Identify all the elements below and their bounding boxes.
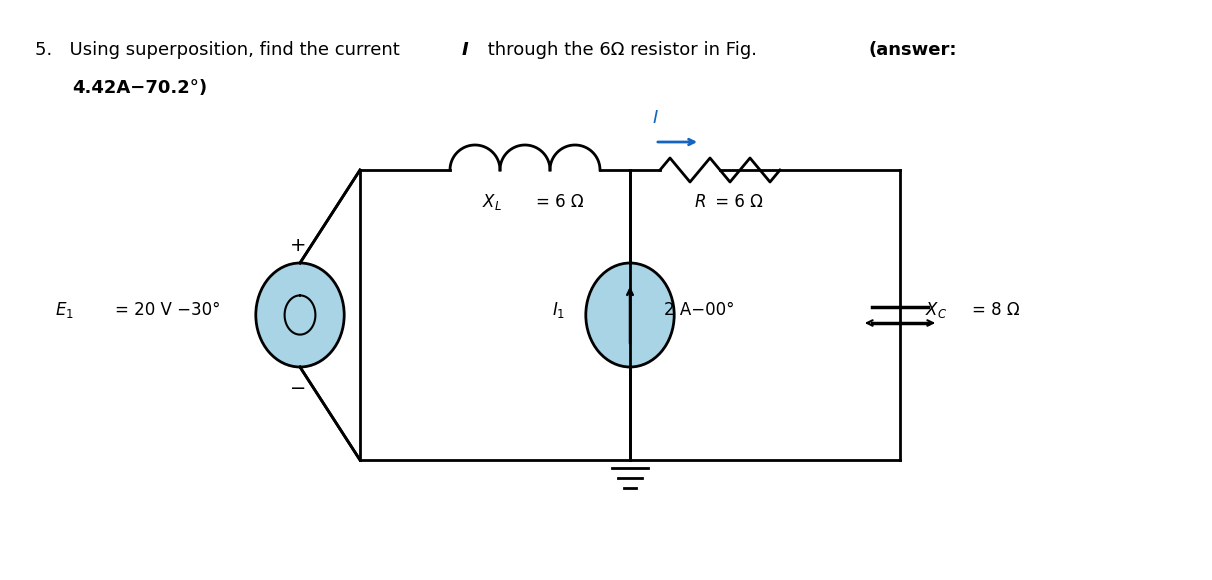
Text: 2 A−00°: 2 A−00° (664, 301, 734, 319)
Text: = 8 Ω: = 8 Ω (972, 301, 1019, 319)
Text: $X_C$: $X_C$ (925, 300, 948, 320)
Text: +: + (290, 236, 307, 255)
Text: through the 6Ω resistor in Fig.: through the 6Ω resistor in Fig. (482, 41, 762, 59)
Text: $I_1$: $I_1$ (551, 300, 565, 320)
Ellipse shape (256, 263, 344, 367)
Text: (answer:: (answer: (868, 41, 956, 59)
Text: 4.42A−70.2°): 4.42A−70.2°) (72, 79, 207, 97)
Text: $X_L$: $X_L$ (482, 192, 502, 212)
Text: = 6 Ω: = 6 Ω (536, 193, 584, 211)
Text: I: I (652, 109, 658, 127)
Text: $E_1$: $E_1$ (55, 300, 74, 320)
Text: = 6 Ω: = 6 Ω (710, 193, 762, 211)
Text: −: − (290, 379, 307, 398)
Text: = 20 V −30°: = 20 V −30° (115, 301, 221, 319)
Text: $R$: $R$ (694, 193, 707, 211)
Ellipse shape (585, 263, 674, 367)
Text: 5.   Using superposition, find the current: 5. Using superposition, find the current (35, 41, 406, 59)
Text: I: I (462, 41, 469, 59)
